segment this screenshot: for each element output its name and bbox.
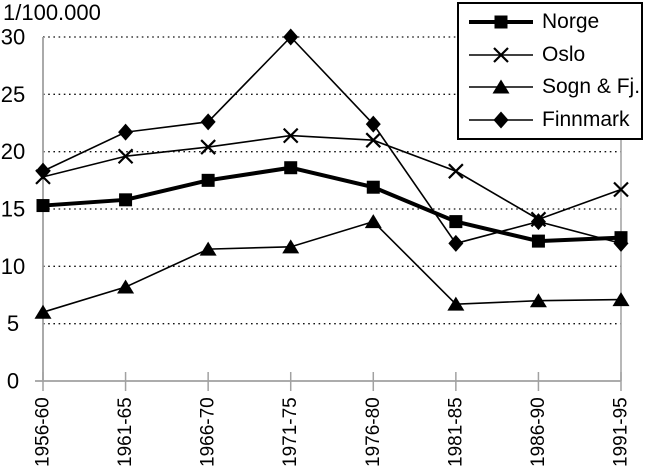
series-line-oslo	[42, 134, 622, 221]
triangle-marker-sogn-fj	[34, 304, 52, 319]
square-marker-norge	[201, 173, 215, 187]
triangle-marker-sogn-fj	[364, 214, 382, 229]
y-tick-label: 10	[1, 254, 25, 279]
legend-item-sogn-fj: Sogn & Fj.	[459, 71, 641, 103]
diamond-marker-finnmark	[613, 234, 629, 252]
y-tick-label: 20	[1, 139, 25, 164]
y-tick-label: 30	[1, 25, 25, 50]
legend-diamond-marker-icon	[469, 111, 533, 129]
x-marker-oslo	[365, 132, 382, 148]
square-marker-norge	[449, 215, 463, 229]
diamond-marker-finnmark	[118, 123, 134, 141]
triangle-marker-sogn-fj	[282, 239, 300, 254]
series-line-finnmark	[42, 35, 622, 245]
y-tick-label: 25	[1, 82, 25, 107]
legend-marker-oslo	[493, 46, 509, 63]
series-line-sogn-fj	[42, 220, 622, 313]
x-tick-label: 1961-65	[115, 397, 136, 467]
square-marker-norge	[284, 161, 298, 175]
x-marker-oslo	[282, 127, 299, 144]
y-tick-label: 5	[7, 311, 19, 336]
x-tick-label: 1981-85	[445, 397, 466, 467]
triangle-marker-sogn-fj	[447, 296, 465, 311]
legend-marker-finnmark	[493, 111, 509, 129]
square-marker-norge	[531, 234, 545, 248]
square-marker-norge	[36, 199, 50, 213]
x-tick-label: 1976-80	[363, 397, 384, 467]
y-tick-label: 0	[7, 369, 19, 394]
x-tick-label: 1971-75	[280, 397, 301, 467]
diamond-marker-finnmark	[448, 234, 464, 252]
square-marker-norge	[366, 180, 380, 194]
x-marker-oslo	[117, 148, 134, 165]
x-marker-oslo	[448, 163, 464, 179]
legend-square-marker-icon	[469, 15, 533, 29]
x-tick-label: 1956-60	[33, 397, 54, 467]
legend-label-norge: Norge	[542, 10, 600, 34]
legend-marker-norge	[494, 15, 508, 29]
legend-marker-sogn-fj	[492, 79, 510, 94]
diamond-marker-finnmark	[35, 162, 51, 180]
legend-label-finnmark: Finnmark	[542, 107, 630, 131]
x-tick-label: 1966-70	[198, 397, 219, 467]
square-marker-norge	[119, 193, 133, 207]
legend: Norge Oslo Sogn & Fj. Finnmark	[457, 2, 643, 140]
x-tick-label: 1991-95	[611, 397, 632, 467]
diamond-marker-finnmark	[365, 115, 381, 133]
series-line-norge	[42, 165, 622, 244]
diamond-marker-finnmark	[200, 113, 216, 131]
x-tick-label: 1986-90	[528, 397, 549, 467]
y-tick-label: 15	[1, 197, 25, 222]
legend-item-oslo: Oslo	[459, 39, 641, 71]
legend-x-marker-icon	[469, 46, 533, 63]
diamond-marker-finnmark	[283, 28, 299, 46]
triangle-marker-sogn-fj	[117, 279, 135, 294]
triangle-marker-sogn-fj	[612, 292, 630, 307]
legend-label-sogn-fj: Sogn & Fj.	[542, 75, 641, 99]
legend-triangle-marker-icon	[469, 79, 533, 94]
triangle-marker-sogn-fj	[529, 293, 547, 308]
legend-label-oslo: Oslo	[542, 42, 586, 66]
x-marker-oslo	[613, 181, 629, 198]
legend-item-finnmark: Finnmark	[459, 104, 641, 136]
chart-title: 1/100.000	[3, 0, 101, 25]
triangle-marker-sogn-fj	[199, 241, 217, 256]
legend-item-norge: Norge	[459, 6, 641, 38]
x-marker-oslo	[200, 139, 216, 155]
diamond-marker-finnmark	[530, 213, 546, 231]
